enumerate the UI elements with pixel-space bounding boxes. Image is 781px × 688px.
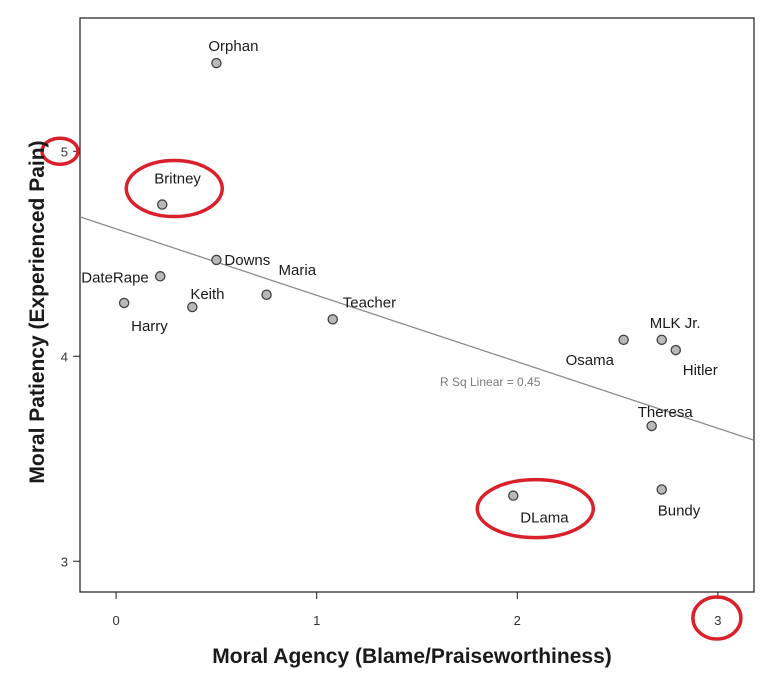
highlight-circle-dlama [475, 477, 596, 540]
point-teacher [327, 314, 338, 325]
point-britney [156, 199, 168, 210]
point-label-theresa: Theresa [638, 404, 694, 421]
point-bundy [656, 484, 667, 495]
point-label-daterape: DateRape [81, 269, 149, 286]
point-label-keith: Keith [190, 286, 224, 303]
point-daterape [154, 271, 166, 282]
point-label-maria: Maria [279, 262, 317, 279]
y-tick-label-3: 3 [61, 554, 68, 569]
point-label-britney: Britney [154, 171, 201, 188]
highlight-circle-y-tick-5 [40, 136, 80, 166]
highlight-circle-x-tick-3 [691, 595, 743, 641]
point-label-bundy: Bundy [658, 503, 701, 520]
fit-line [79, 216, 755, 441]
point-downs [211, 254, 222, 266]
x-tick-label-3: 3 [714, 613, 721, 628]
point-label-downs: Downs [224, 252, 270, 269]
y-axis-title: Moral Patiency (Experienced Pain) [26, 140, 49, 483]
y-tick-label-5: 5 [61, 144, 68, 159]
x-tick-label-2: 2 [514, 613, 521, 628]
plot-frame [79, 17, 755, 593]
point-maria [261, 289, 272, 300]
point-label-mlk-jr: MLK Jr. [650, 315, 701, 332]
point-label-teacher: Teacher [343, 294, 396, 311]
highlight-circle-britney [124, 158, 224, 219]
point-label-harry: Harry [131, 318, 168, 335]
point-harry [118, 297, 130, 309]
y-tick-label-4: 4 [61, 349, 68, 364]
point-dlama [508, 490, 519, 501]
point-orphan [211, 57, 222, 69]
point-label-orphan: Orphan [208, 38, 258, 55]
point-theresa [646, 420, 657, 432]
point-label-hitler: Hitler [683, 362, 718, 379]
point-hitler [670, 344, 682, 356]
point-mlk-jr [656, 334, 667, 346]
point-osama [618, 334, 629, 346]
point-label-osama: Osama [566, 352, 615, 369]
x-axis-title: Moral Agency (Blame/Praiseworthiness) [212, 645, 612, 668]
x-tick-label-0: 0 [112, 613, 119, 628]
fit-line-label: R Sq Linear = 0.45 [440, 375, 541, 389]
point-label-dlama: DLama [520, 510, 569, 527]
point-keith [187, 301, 198, 313]
x-tick-label-1: 1 [313, 613, 320, 628]
